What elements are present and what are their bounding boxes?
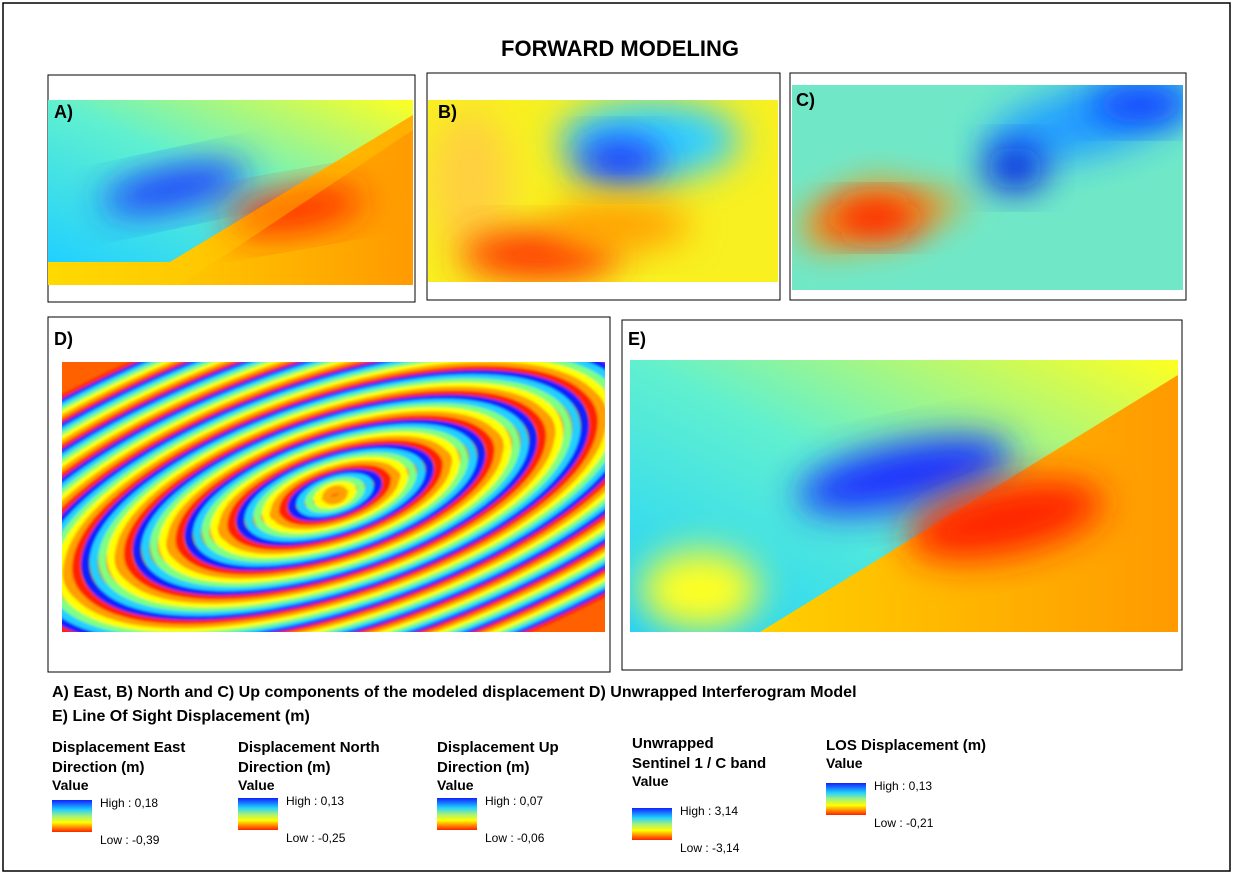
legend-title: Direction (m) bbox=[52, 759, 145, 776]
figure: FORWARD MODELING A) B) C) D) E) A) East,… bbox=[0, 0, 1233, 874]
legend-title: Sentinel 1 / C band bbox=[632, 755, 766, 772]
panel-label: B) bbox=[438, 102, 457, 122]
legend-title: Displacement North bbox=[238, 739, 380, 756]
panel-label: D) bbox=[54, 329, 73, 349]
legend-title: LOS Displacement (m) bbox=[826, 737, 986, 754]
legend-high: High : 0,07 bbox=[485, 794, 543, 808]
panel-label: A) bbox=[54, 102, 73, 122]
legend-swatch bbox=[238, 798, 278, 830]
caption-line: A) East, B) North and C) Up components o… bbox=[52, 684, 857, 701]
legend-high: High : 0,13 bbox=[874, 779, 932, 793]
map-east bbox=[48, 100, 413, 285]
legend-title: Displacement East bbox=[52, 739, 185, 756]
legend-swatch bbox=[437, 798, 477, 830]
legend-low: Low : -0,06 bbox=[485, 831, 545, 845]
legend-swatch bbox=[52, 800, 92, 832]
figure-title: FORWARD MODELING bbox=[501, 36, 739, 61]
legend-title: Displacement Up bbox=[437, 739, 559, 756]
map-up bbox=[792, 58, 1205, 290]
legend-title: Direction (m) bbox=[238, 759, 331, 776]
legend-subtitle: Value bbox=[238, 777, 275, 793]
legend-title: Direction (m) bbox=[437, 759, 530, 776]
panel-label: C) bbox=[796, 90, 815, 110]
legend-title: Unwrapped bbox=[632, 735, 714, 752]
legend-low: Low : -0,39 bbox=[100, 833, 160, 847]
legend-subtitle: Value bbox=[52, 777, 89, 793]
legend-high: High : 0,18 bbox=[100, 796, 158, 810]
map-north bbox=[428, 100, 778, 282]
caption-line: E) Line Of Sight Displacement (m) bbox=[52, 708, 310, 725]
legend-low: Low : -0,25 bbox=[286, 831, 346, 845]
legend-subtitle: Value bbox=[826, 755, 863, 771]
legend-swatch bbox=[632, 808, 672, 840]
legend-high: High : 3,14 bbox=[680, 804, 738, 818]
panel-label: E) bbox=[628, 329, 646, 349]
legend-low: Low : -0,21 bbox=[874, 816, 934, 830]
map-los bbox=[630, 360, 1178, 632]
legend-subtitle: Value bbox=[632, 773, 669, 789]
legend-high: High : 0,13 bbox=[286, 794, 344, 808]
legend-low: Low : -3,14 bbox=[680, 841, 740, 855]
legend-swatch bbox=[826, 783, 866, 815]
legend-subtitle: Value bbox=[437, 777, 474, 793]
